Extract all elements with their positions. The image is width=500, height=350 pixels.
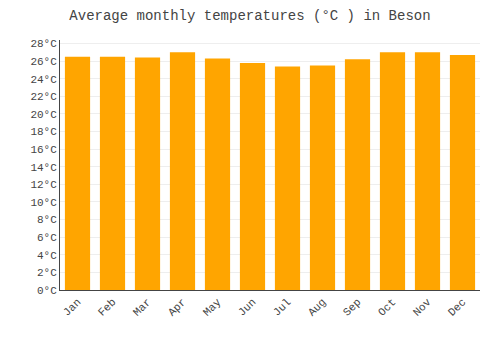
svg-text:6°C: 6°C (37, 232, 57, 244)
svg-text:2°C: 2°C (37, 267, 57, 279)
svg-text:Aug: Aug (306, 296, 328, 318)
svg-text:14°C: 14°C (30, 162, 57, 174)
svg-text:0°C: 0°C (37, 285, 57, 297)
svg-text:May: May (201, 296, 224, 319)
svg-text:Oct: Oct (376, 296, 398, 318)
svg-text:20°C: 20°C (30, 109, 57, 121)
svg-text:Jul: Jul (271, 296, 293, 318)
svg-text:28°C: 28°C (30, 38, 57, 50)
svg-text:4°C: 4°C (37, 250, 57, 262)
svg-text:8°C: 8°C (37, 214, 57, 226)
svg-text:22°C: 22°C (30, 91, 57, 103)
svg-text:Apr: Apr (166, 296, 188, 318)
svg-text:24°C: 24°C (30, 74, 57, 86)
svg-text:18°C: 18°C (30, 126, 57, 138)
svg-text:Feb: Feb (96, 296, 118, 318)
svg-text:Dec: Dec (446, 296, 468, 318)
svg-text:Sep: Sep (341, 296, 363, 318)
svg-text:Nov: Nov (411, 296, 434, 319)
svg-text:10°C: 10°C (30, 197, 57, 209)
svg-text:Jun: Jun (236, 296, 258, 318)
svg-text:16°C: 16°C (30, 144, 57, 156)
svg-text:Jan: Jan (61, 296, 83, 318)
svg-text:12°C: 12°C (30, 179, 57, 191)
svg-text:Average monthly temperatures (: Average monthly temperatures (°C ) in Be… (69, 8, 430, 24)
svg-text:Mar: Mar (131, 296, 153, 318)
svg-text:26°C: 26°C (30, 56, 57, 68)
